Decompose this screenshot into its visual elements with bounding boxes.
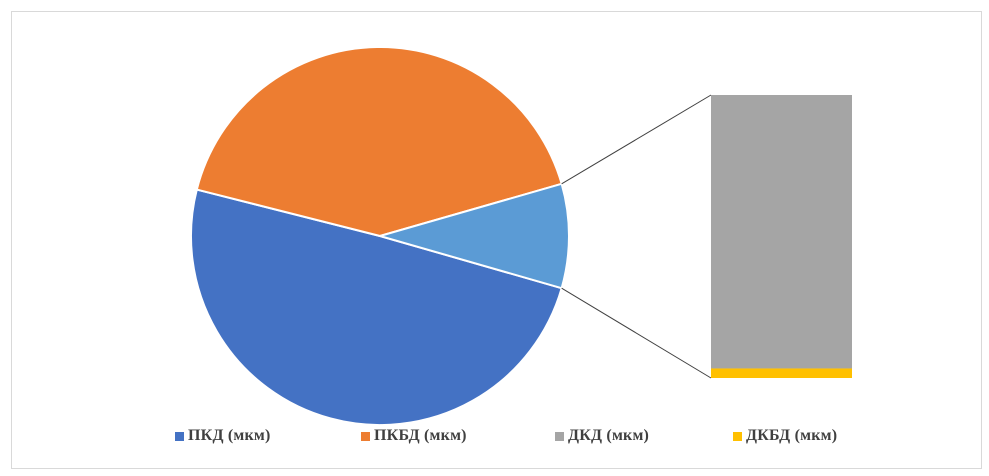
chart-area: ПКД (мкм) ПКБД (мкм) ДКД (мкм) ДКБД (мкм) <box>11 11 982 469</box>
pie-slice-1 <box>189 188 563 426</box>
connector-line-top <box>561 94 712 185</box>
legend-item-4: ДКБД (мкм) <box>733 427 837 445</box>
chart-legend: ПКД (мкм) ПКБД (мкм) ДКД (мкм) ДКБД (мкм) <box>12 427 983 449</box>
secondary-bar-segment-1 <box>711 95 852 369</box>
legend-item-3: ДКД (мкм) <box>555 427 649 445</box>
legend-label: ПКД (мкм) <box>188 427 271 444</box>
legend-label: ДКД (мкм) <box>568 427 650 444</box>
legend-swatch <box>555 431 564 441</box>
pie-slice-2 <box>195 46 563 238</box>
legend-swatch <box>175 431 184 441</box>
legend-item-2: ПКБД (мкм) <box>361 427 467 445</box>
legend-swatch <box>733 431 742 441</box>
pie-of-bar-chart <box>189 46 852 426</box>
legend-label: ПКБД (мкм) <box>374 427 467 444</box>
secondary-bar-segment-2 <box>711 368 852 378</box>
pie-slice-other <box>376 182 570 290</box>
legend-item-1: ПКД (мкм) <box>175 427 271 445</box>
legend-label: ДКБД (мкм) <box>746 427 838 444</box>
legend-swatch <box>361 431 370 441</box>
connector-line-bottom <box>561 287 712 379</box>
